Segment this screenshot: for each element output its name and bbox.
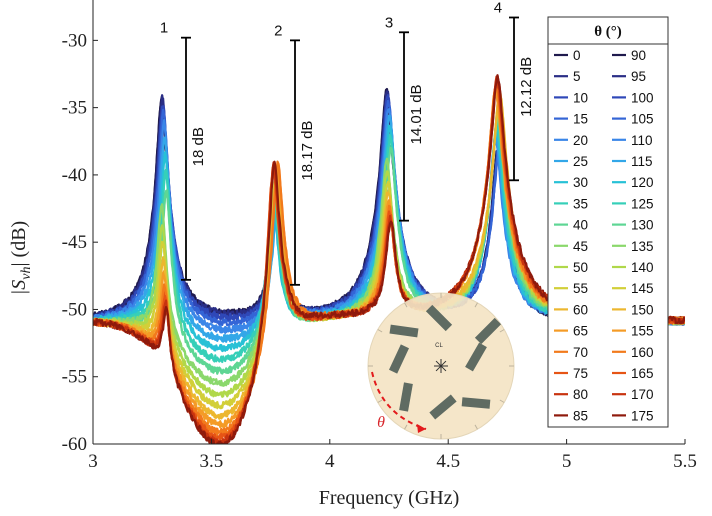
legend-entry-label: 140	[631, 260, 654, 275]
legend-entry-label: 155	[631, 324, 654, 339]
inset-center-star	[434, 359, 448, 373]
legend-entry-label: 40	[573, 218, 588, 233]
legend-entry-label: 80	[573, 387, 588, 402]
inset-element-bar	[461, 397, 491, 409]
legend-box	[547, 16, 669, 428]
legend-entry-label: 145	[631, 281, 654, 296]
legend-entry-label: 105	[631, 112, 654, 127]
y-tick-label: -45	[62, 232, 87, 253]
legend-entry-label: 65	[573, 324, 588, 339]
peak-difference-label: 14.01 dB	[408, 84, 425, 144]
x-tick-label: 4.5	[436, 451, 460, 472]
legend-entry-label: 95	[631, 69, 646, 84]
inset-tick	[499, 399, 505, 403]
inset-star-stroke	[435, 360, 447, 372]
y-tick-label: -50	[62, 299, 87, 320]
legend-entry-label: 120	[631, 175, 654, 190]
legend-entry-label: 15	[573, 112, 588, 127]
legend-entry-label: 50	[573, 260, 588, 275]
legend-entry-label: 175	[631, 408, 654, 423]
axes: 3 3.5 4 4.5 5 5.5 -60 -55 -50 -45 -40 -35 -30	[62, 0, 697, 472]
legend-entry-label: 90	[631, 48, 646, 63]
y-tick-label: -55	[62, 367, 87, 388]
legend-entry-label: 60	[573, 302, 588, 317]
legend: θ (°) 0 5 10 15 20 25 30 35 40 45 50 55 60 65 70 75 80 85 9…	[547, 16, 669, 428]
y-axis-label-tail: | (dB)	[8, 221, 30, 267]
legend-entry-label: 160	[631, 345, 654, 360]
inset-tick	[499, 329, 505, 333]
peak-number-label: 4	[494, 0, 502, 16]
x-tick-label: 5	[562, 451, 572, 472]
inset-element-bar	[399, 382, 413, 412]
x-tick-label: 4	[325, 451, 335, 472]
y-axis-label-sub: vh	[19, 266, 34, 279]
peak-number-label: 1	[160, 20, 168, 37]
legend-entry-label: 45	[573, 239, 588, 254]
inset-arrow-head	[417, 424, 426, 433]
inset-tick	[474, 302, 478, 308]
inset-element-bar	[389, 344, 409, 374]
legend-entry-label: 20	[573, 133, 588, 148]
y-tick-label: -40	[62, 165, 87, 186]
legend-entry-label: 135	[631, 239, 654, 254]
x-tick-label: 5.5	[673, 451, 697, 472]
peak-number-label: 2	[274, 22, 282, 39]
inset-tick	[404, 424, 408, 430]
y-tick-label: -35	[62, 98, 87, 119]
inset-tick	[474, 424, 478, 430]
inset-element-bar	[425, 304, 453, 332]
legend-entry-label: 5	[573, 69, 581, 84]
legend-entry-label: 55	[573, 281, 588, 296]
inset-tick	[377, 399, 383, 403]
inset-element-bar	[465, 342, 487, 372]
legend-entry-label: 165	[631, 366, 654, 381]
legend-title: θ (°)	[594, 24, 622, 40]
legend-entry-label: 70	[573, 345, 588, 360]
legend-entry-label: 170	[631, 387, 654, 402]
inset-theta-label: θ	[377, 414, 385, 431]
inset-element-bar	[474, 317, 502, 345]
y-tick-label: -60	[62, 434, 87, 455]
x-tick-label: 3.5	[200, 451, 224, 472]
y-tick-label: -30	[62, 30, 87, 51]
inset-diagram: CL θ	[367, 292, 515, 440]
legend-entry-label: 100	[631, 90, 654, 105]
x-axis-label: Frequency (GHz)	[319, 487, 460, 509]
legend-entry-label: 35	[573, 196, 588, 211]
legend-entry-label: 130	[631, 218, 654, 233]
legend-entry-label: 110	[631, 133, 653, 148]
peak-difference-label: 18.17 dB	[299, 121, 316, 181]
peak-difference-label: 12.12 dB	[518, 57, 535, 117]
inset-cl-label: CL	[435, 343, 443, 349]
legend-entry-label: 150	[631, 302, 654, 317]
legend-entry-label: 0	[573, 48, 581, 63]
legend-entry-label: 85	[573, 408, 588, 423]
y-axis-label: |Svh| (dB)	[8, 221, 34, 295]
inset-tick	[404, 302, 408, 308]
legend-entry-label: 125	[631, 196, 654, 211]
inset-element-bar	[429, 394, 457, 420]
y-axis-label-main: |S	[8, 280, 30, 296]
legend-entry-label: 10	[573, 90, 588, 105]
peak-annotations: 1 18 dB 2 18.17 dB 3 14.01 dB 4 12.12 dB	[160, 0, 535, 286]
legend-entry-label: 25	[573, 154, 588, 169]
inset-element-bar	[389, 324, 419, 338]
legend-entry-label: 30	[573, 175, 588, 190]
peak-difference-label: 18 dB	[190, 127, 207, 166]
legend-entry-label: 115	[631, 154, 653, 169]
inset-tick	[377, 329, 383, 333]
legend-entry-label: 75	[573, 366, 588, 381]
x-tick-label: 3	[88, 451, 98, 472]
peak-number-label: 3	[385, 14, 393, 31]
